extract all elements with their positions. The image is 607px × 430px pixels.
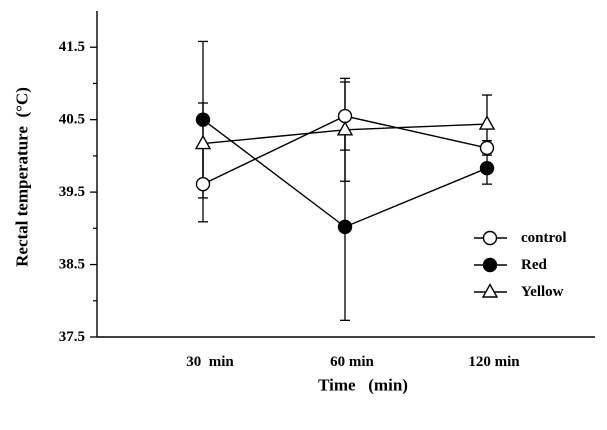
data-point-control-1 <box>195 176 211 192</box>
x-tick-label: 120 min <box>468 354 520 370</box>
y-axis-title: Rectal temperature (°C) <box>13 87 32 267</box>
plot-area <box>194 40 496 321</box>
y-tick-label: 37.5 <box>59 329 85 345</box>
data-point-control-3 <box>479 140 495 156</box>
data-point-control-2 <box>337 108 353 124</box>
y-tick-label: 41.5 <box>59 39 85 55</box>
legend-label: Red <box>521 257 547 273</box>
y-tick-label: 39.5 <box>59 184 85 200</box>
x-axis-title: Time (min) <box>318 376 408 395</box>
legend-label: Yellow <box>521 284 564 300</box>
y-tick-label: 38.5 <box>59 257 85 273</box>
data-point-red-3 <box>479 161 495 176</box>
y-tick-label: 40.5 <box>59 112 85 128</box>
open-triangle-icon <box>481 283 499 298</box>
data-point-red-2 <box>337 219 353 235</box>
data-point-yellow-1 <box>194 134 212 150</box>
y-axis-ticks: 37.5 38.5 39.5 40.5 41.5 <box>59 39 97 345</box>
x-tick-label: 30 min <box>186 354 234 370</box>
data-point-yellow-2 <box>336 120 354 136</box>
legend-item-yellow: Yellow <box>474 283 564 300</box>
legend: control Red Yellow <box>474 230 567 300</box>
legend-item-red: Red <box>474 257 547 273</box>
x-axis-categories: 30 min 60 min 120 min <box>186 354 520 370</box>
data-point-yellow-3 <box>478 115 496 130</box>
x-tick-label: 60 min <box>330 354 374 370</box>
data-point-red-1 <box>195 112 211 127</box>
filled-circle-icon <box>482 257 498 273</box>
legend-item-control: control <box>474 230 567 246</box>
open-circle-icon <box>482 230 498 246</box>
legend-label: control <box>521 230 567 246</box>
